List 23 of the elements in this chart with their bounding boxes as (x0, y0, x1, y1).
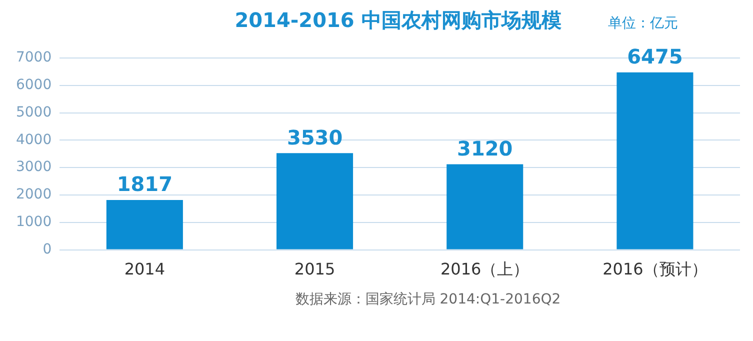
chart-title: 2014-2016 中国农村网购市场规模 (234, 8, 562, 32)
y-tick-label: 6000 (16, 77, 52, 94)
data-label: 3530 (286, 125, 343, 150)
y-tick-label: 2000 (16, 186, 52, 203)
data-label: 3120 (457, 136, 513, 161)
y-tick-label: 5000 (16, 104, 52, 120)
x-tick-label: 2016（上） (440, 260, 530, 279)
y-tick-label: 3000 (16, 159, 52, 176)
data-label: 1817 (116, 172, 173, 196)
bar (276, 153, 354, 250)
x-tick-label: 2015 (294, 260, 336, 279)
source-note: 数据来源：国家统计局 2014:Q1-2016Q2 (295, 292, 561, 308)
y-tick-label: 1000 (16, 214, 52, 230)
x-tick-label: 2014 (124, 260, 166, 279)
bar (106, 200, 183, 250)
y-tick-label: 4000 (16, 132, 52, 148)
bar (446, 164, 524, 250)
y-tick-label: 0 (42, 241, 52, 258)
bar (616, 72, 694, 250)
x-tick-label: 2016（预计） (602, 260, 708, 279)
chart-subtitle: 单位：亿元 (608, 16, 678, 32)
data-label: 6475 (627, 44, 683, 69)
y-tick-label: 7000 (16, 50, 52, 66)
